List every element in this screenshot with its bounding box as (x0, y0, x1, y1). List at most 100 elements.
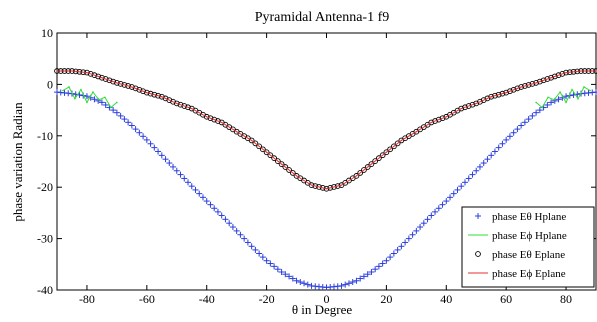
data-point-interp (447, 194, 454, 201)
legend-label: phase Eϕ Eplane (492, 268, 566, 280)
data-point-interp (495, 91, 502, 98)
y-tick-label: 10 (41, 26, 53, 40)
data-point (385, 151, 387, 153)
data-point-interp (271, 263, 278, 270)
data-point-interp (117, 81, 124, 87)
data-point-interp (229, 224, 236, 231)
data-point-interp (282, 164, 289, 170)
data-point-interp (529, 81, 536, 87)
data-point (473, 167, 480, 174)
data-point (221, 121, 223, 124)
legend: phase Eθ Hplane phase Eϕ Hplane phase Eθ E… (461, 206, 595, 288)
data-point (533, 80, 539, 86)
data-point-interp (454, 186, 461, 193)
data-point-interp (304, 281, 311, 288)
data-point-interp (491, 148, 498, 155)
data-point (353, 173, 360, 179)
data-point (263, 257, 270, 264)
data-point-interp (125, 83, 131, 89)
data-point-interp (510, 86, 517, 93)
data-point-interp (87, 71, 94, 77)
data-point-interp (252, 140, 259, 147)
data-point-interp (510, 129, 517, 136)
data-point (173, 167, 180, 174)
data-point-interp (110, 107, 117, 114)
data-point-interp (91, 96, 98, 103)
data-point-interp (357, 275, 364, 282)
data-point (86, 71, 88, 74)
data-point (458, 183, 465, 190)
data-point (98, 99, 105, 106)
data-point-interp (435, 116, 442, 123)
data-point-interp (260, 146, 266, 153)
data-point (593, 89, 597, 96)
data-point-interp (312, 183, 319, 189)
data-point (338, 282, 345, 289)
x-axis: -80 -60 -40 -20 0 20 40 60 80 (79, 33, 572, 306)
data-point-interp (405, 235, 412, 242)
data-point (355, 175, 358, 177)
data-point (266, 151, 268, 153)
legend-item: phase Eθ Eplane (475, 249, 565, 261)
data-point (370, 163, 373, 165)
data-point-interp (469, 101, 476, 108)
data-point-interp (289, 275, 296, 282)
series-line-segment (535, 86, 591, 109)
data-point-interp (364, 164, 371, 170)
data-point (116, 101, 118, 104)
data-point (430, 121, 432, 124)
data-point (428, 212, 435, 219)
data-point-interp (555, 72, 562, 78)
data-point-interp (185, 179, 192, 186)
data-point (80, 88, 82, 91)
data-point (559, 91, 561, 93)
data-point (92, 91, 94, 93)
data-point (143, 89, 150, 96)
y-tick-label: -20 (37, 180, 53, 194)
data-point-interp (237, 231, 244, 238)
data-point (218, 212, 225, 219)
data-point (518, 84, 524, 90)
data-point-interp (435, 205, 442, 212)
data-point-interp (95, 73, 102, 80)
x-tick-label: 40 (440, 292, 452, 306)
data-point-interp (360, 273, 367, 280)
data-point-interp (461, 179, 468, 186)
data-point (458, 105, 465, 112)
data-point-interp (155, 148, 162, 155)
legend-box (461, 206, 595, 288)
data-point-interp (102, 101, 109, 108)
data-point (295, 175, 298, 177)
data-point-interp (544, 101, 551, 108)
data-point (553, 99, 555, 101)
x-tick-label: 20 (380, 292, 392, 306)
data-point (83, 93, 90, 100)
legend-label: phase Eϕ Hplane (492, 230, 567, 242)
x-tick-label: 80 (560, 292, 572, 306)
legend-swatch (475, 251, 481, 257)
series-2 (54, 68, 597, 192)
data-point-interp (361, 167, 367, 173)
legend-swatch (475, 213, 481, 219)
data-point-interp (439, 201, 446, 208)
data-point (68, 86, 70, 88)
legend-label: phase Eθ Eplane (492, 249, 565, 261)
data-point (490, 96, 492, 98)
data-point-interp (102, 76, 109, 82)
data-point-interp (417, 224, 424, 231)
series-3 (56, 70, 597, 190)
data-point-interp (214, 208, 221, 215)
data-point-interp (140, 88, 146, 95)
data-point-interp (394, 246, 401, 253)
data-point (263, 149, 270, 156)
data-point (565, 71, 567, 74)
data-point (116, 82, 118, 84)
data-point-interp (521, 119, 528, 126)
data-point (445, 116, 447, 118)
data-point (86, 101, 88, 104)
data-point (368, 269, 375, 276)
data-point (595, 70, 597, 72)
y-axis-label: phase variation Radian (10, 102, 25, 222)
data-point-interp (271, 155, 277, 162)
data-point-interp (147, 140, 154, 147)
